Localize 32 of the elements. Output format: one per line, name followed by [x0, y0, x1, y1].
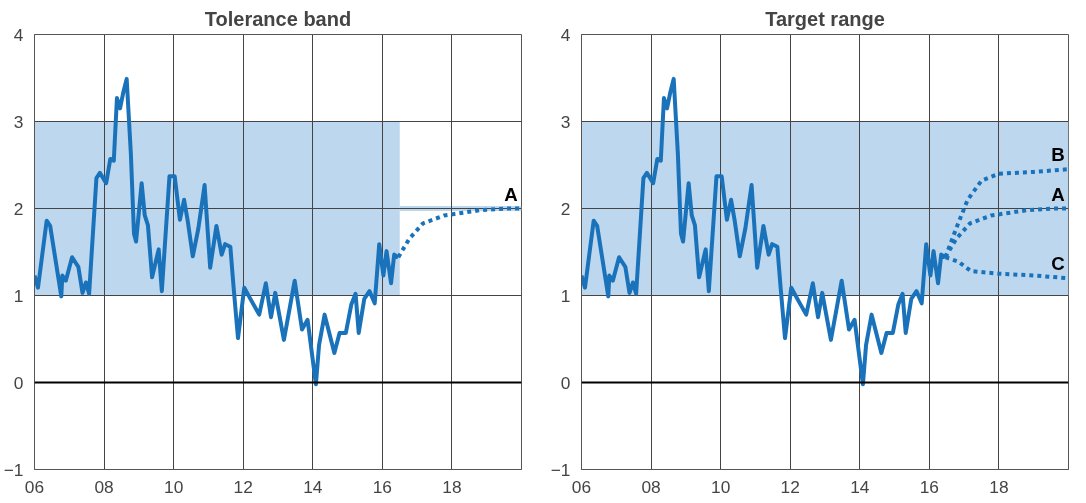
x-tick-label: 06: [571, 476, 592, 497]
x-tick-label: 08: [94, 476, 114, 497]
y-tick-label: 3: [13, 111, 24, 132]
y-tick-label: 2: [560, 198, 571, 219]
x-tick-label: 18: [989, 476, 1009, 497]
x-tick-label: 18: [442, 476, 462, 497]
y-tick-label: 0: [560, 372, 571, 393]
x-tick-label: 08: [641, 476, 661, 497]
y-tick-label: −1: [550, 459, 571, 480]
y-tick-label: 3: [560, 111, 571, 132]
x-tick-label: 14: [850, 476, 870, 497]
x-tick-label: 16: [372, 476, 392, 497]
x-tick-label: 12: [233, 476, 253, 497]
y-tick-label: 2: [13, 198, 24, 219]
series-label: B: [1051, 144, 1065, 166]
y-tick-label: −1: [3, 459, 24, 480]
chart-title: Target range: [765, 7, 885, 30]
x-tick-label: 06: [24, 476, 45, 497]
x-tick-label: 14: [303, 476, 323, 497]
series-label: C: [1051, 253, 1065, 275]
y-tick-label: 1: [560, 285, 571, 306]
series-label: A: [504, 183, 518, 205]
y-tick-label: 4: [13, 24, 24, 45]
x-tick-label: 10: [711, 476, 731, 497]
x-tick-label: 16: [919, 476, 939, 497]
x-tick-label: 10: [164, 476, 184, 497]
y-tick-label: 1: [13, 285, 24, 306]
series-label: A: [1051, 183, 1065, 205]
y-tick-label: 4: [560, 24, 571, 45]
x-tick-label: 12: [780, 476, 800, 497]
chart-title: Tolerance band: [204, 7, 352, 30]
y-tick-label: 0: [13, 372, 24, 393]
